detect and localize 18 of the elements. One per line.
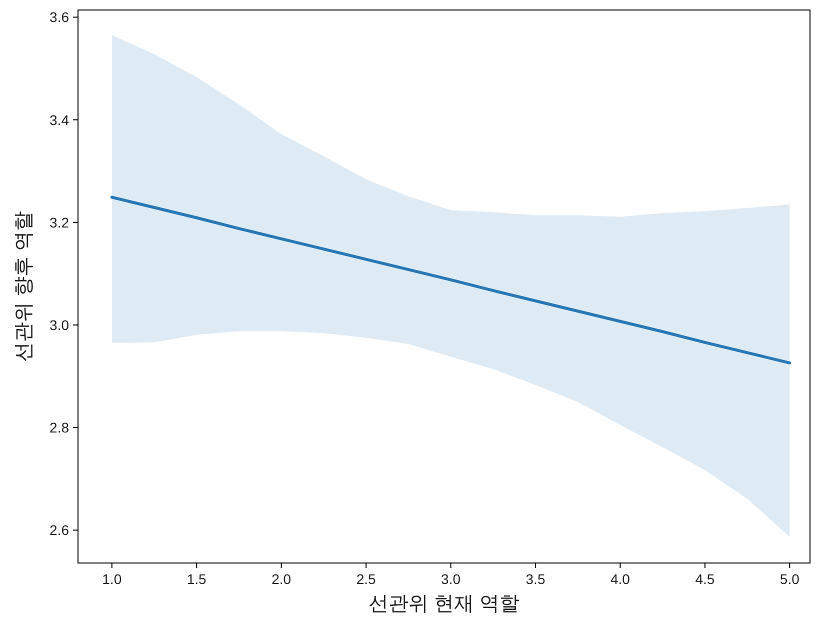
y-tick-label: 2.8	[50, 420, 70, 436]
y-tick-label: 3.6	[50, 9, 70, 26]
y-tick-label: 3.0	[50, 316, 70, 333]
x-tick-label: 1.5	[186, 571, 207, 587]
x-tick-label: 3.0	[441, 571, 461, 587]
y-tick-label: 3.4	[50, 112, 70, 128]
x-tick-label: 4.0	[610, 571, 630, 587]
x-tick-label: 5.0	[780, 571, 800, 587]
x-tick-label: 1.0	[102, 571, 122, 587]
x-tick-label: 2.5	[356, 571, 376, 587]
y-axis-title: 선관위 향후 역할	[13, 210, 35, 362]
line-series	[110, 196, 792, 364]
x-tick-label: 4.5	[695, 571, 715, 587]
y-tick-label: 3.2	[50, 214, 70, 230]
y-tick-label: 2.6	[50, 522, 70, 538]
x-tick-label: 2.0	[272, 571, 292, 587]
x-tick-label: 3.5	[526, 571, 546, 587]
x-axis-title: 선관위 현재 역할	[368, 593, 520, 615]
